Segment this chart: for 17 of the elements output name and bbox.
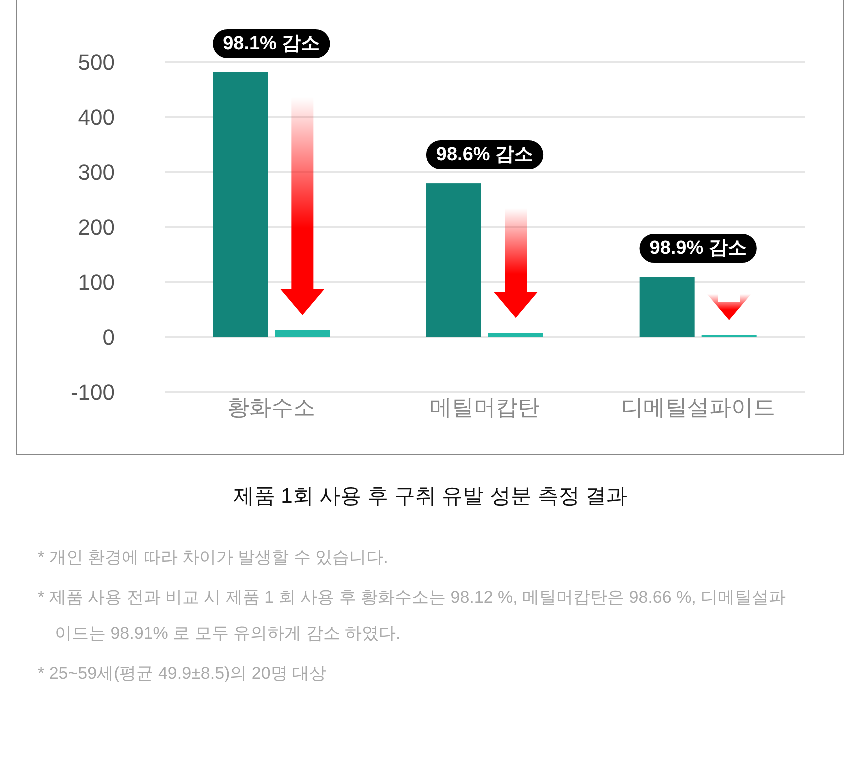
y-tick-label: 100 (78, 270, 115, 295)
text: * 개인 환경에 따라 차이가 발생할 수 있습니다. (38, 547, 390, 569)
annotation: 98.1% 감소 (223, 33, 320, 54)
y-tick-label: 500 (78, 50, 115, 75)
annotation: 98.6% 감소 (436, 144, 534, 166)
y-tick-label: 200 (78, 215, 115, 240)
x-tick-label: 황화수소 (228, 395, 316, 420)
text: 제품 1회 사용 후 구취 유발 성분 측정 결과 (232, 484, 629, 510)
text: * 25~59세(평균 49.9±8.5)의 20명 대상 (38, 663, 328, 685)
annotation: 98.9% 감소 (650, 238, 747, 260)
y-tick-label: 400 (78, 105, 115, 130)
y-tick-label: -100 (70, 380, 115, 405)
y-tick-label: 300 (78, 160, 115, 185)
text: * 제품 사용 전과 비교 시 제품 1 회 사용 후 황화수소는 98.12 %, 메틸머캅탄은 98.66 %, 디메틸설파이드는 98.91% 로 모두 유의하게 감소 하였다. (38, 587, 788, 645)
x-tick-label: 디메틸설파이드 (621, 395, 776, 420)
y-tick-label: 0 (102, 325, 115, 350)
x-tick-label: 메틸머캅탄 (430, 395, 540, 420)
